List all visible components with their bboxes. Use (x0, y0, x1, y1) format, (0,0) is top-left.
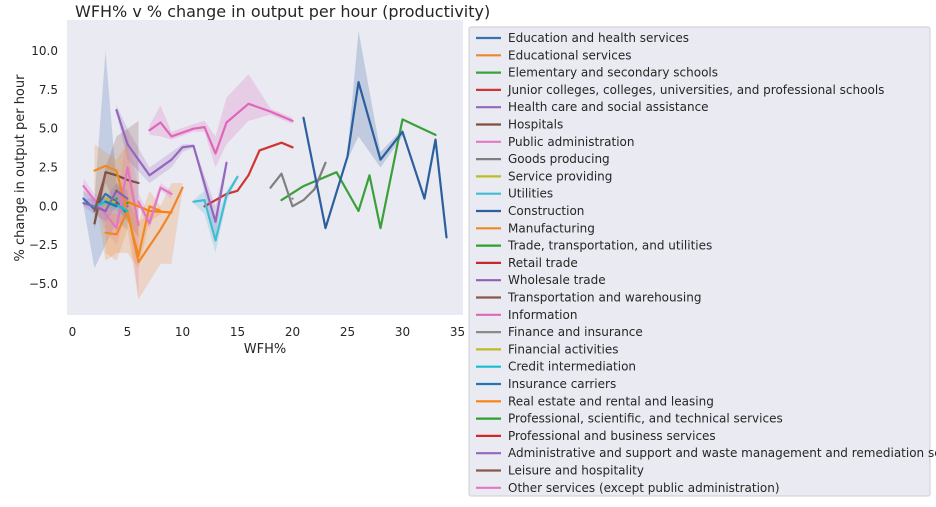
series-band-6 (83, 128, 139, 300)
x-tick-label: 10 (175, 325, 190, 339)
legend-label: Educational services (508, 48, 631, 62)
legend-label: Professional and business services (508, 429, 716, 443)
series-line-26 (137, 186, 173, 225)
legend-label: Elementary and secondary schools (508, 66, 718, 80)
legend-label: Manufacturing (508, 221, 595, 235)
y-axis-ticks: −5.0 −2.5 0.0 2.5 5.0 7.5 10.0 (29, 44, 58, 291)
legend-label: Leisure and hospitality (508, 464, 644, 478)
y-tick-label: 10.0 (31, 44, 58, 58)
y-tick-label: 5.0 (39, 122, 58, 136)
legend-label: Information (508, 308, 577, 322)
legend-label: Trade, transportation, and utilities (507, 239, 712, 253)
legend-label: Service providing (508, 169, 612, 183)
legend-label: Administrative and support and waste man… (508, 446, 936, 460)
y-tick-label: 7.5 (39, 83, 58, 97)
x-axis-label: WFH% (244, 342, 286, 357)
series-band-16 (149, 74, 293, 168)
y-tick-label: −2.5 (29, 238, 58, 252)
series-line-11 (93, 164, 162, 258)
legend-label: Utilities (508, 187, 553, 201)
x-tick-label: 20 (285, 325, 300, 339)
series-line-9 (192, 175, 239, 242)
legend-label: Construction (508, 204, 584, 218)
series-line-14 (82, 189, 129, 213)
legend-label: Insurance carriers (508, 377, 616, 391)
legend-label: Real estate and rental and leasing (508, 394, 714, 408)
legend-label: Education and health services (508, 31, 689, 45)
series-point-24 (126, 205, 129, 208)
y-tick-label: 0.0 (39, 199, 58, 213)
series-band-10 (347, 30, 403, 168)
x-tick-label: 0 (69, 325, 77, 339)
series-lines (82, 80, 448, 264)
x-axis-ticks: 0 5 10 15 20 25 30 35 (69, 325, 465, 339)
series-point-22 (126, 202, 129, 205)
legend: Education and health services Educational… (476, 31, 936, 495)
series-band-4 (116, 105, 227, 238)
plot-area (67, 20, 463, 315)
series-point-15 (115, 189, 118, 192)
series-line-20 (104, 200, 118, 208)
y-tick-label: 2.5 (39, 161, 58, 175)
legend-label: Wholesale trade (508, 273, 606, 287)
y-tick-label: −5.0 (29, 277, 58, 291)
series-point-17 (291, 197, 294, 200)
series-line-1 (104, 186, 184, 264)
x-tick-label: 30 (395, 325, 410, 339)
legend-label: Professional, scientific, and technical … (508, 412, 783, 426)
series-band-5 (94, 120, 139, 238)
x-tick-label: 25 (340, 325, 355, 339)
legend-label: Public administration (508, 135, 635, 149)
series-line-4 (115, 108, 228, 223)
x-tick-label: 35 (450, 325, 465, 339)
legend-label: Finance and insurance (508, 325, 643, 339)
legend-label: Junior colleges, colleges, universities,… (507, 83, 884, 97)
series-point-12 (115, 197, 118, 200)
legend-label: Goods producing (508, 152, 610, 166)
series-point-18 (104, 205, 107, 208)
series-point-23 (115, 202, 118, 205)
chart-title: WFH% v % change in output per hour (prod… (75, 2, 490, 21)
legend-box (468, 26, 931, 497)
legend-label: Hospitals (508, 118, 563, 132)
legend-label: Other services (except public administra… (508, 481, 780, 495)
series-line-10 (302, 80, 448, 239)
legend-label: Transportation and warehousing (507, 291, 701, 305)
series-line-21 (126, 200, 173, 214)
series-band-0 (83, 51, 128, 269)
series-line-25 (93, 172, 107, 213)
legend-label: Retail trade (508, 256, 578, 270)
y-axis-label: % change in output per hour (13, 74, 28, 262)
legend-label: Health care and social assistance (508, 100, 709, 114)
series-line-6 (82, 166, 140, 230)
x-tick-label: 15 (230, 325, 245, 339)
legend-label: Financial activities (508, 342, 618, 356)
series-line-16 (148, 102, 294, 155)
legend-label: Credit intermediation (508, 360, 636, 374)
x-tick-label: 5 (124, 325, 132, 339)
